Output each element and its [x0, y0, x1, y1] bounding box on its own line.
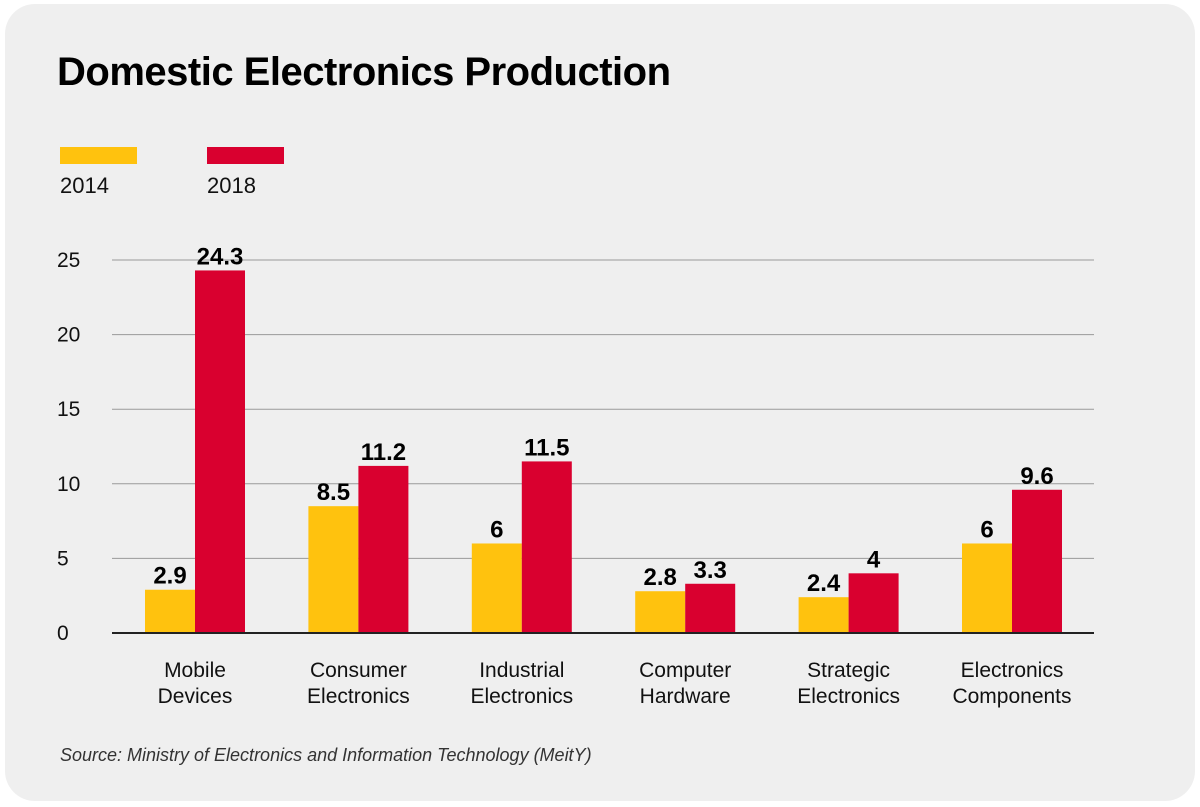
bar-2018-5 [1012, 489, 1062, 633]
data-label-2014-4: 2.4 [807, 570, 841, 597]
y-tick-label-0: 0 [57, 622, 69, 645]
x-tick-label-1: Consumer Electronics [307, 659, 410, 708]
bar-2014-5 [962, 543, 1012, 633]
x-tick-label-0: Mobile Devices [158, 659, 233, 708]
legend-item-2014: 2014 [60, 147, 137, 199]
data-label-2014-5: 6 [980, 516, 993, 543]
y-tick-label-20: 20 [57, 324, 80, 347]
data-label-2018-3: 3.3 [694, 557, 727, 584]
bar-2018-4 [848, 573, 899, 633]
bar-2018-2 [521, 461, 572, 633]
y-tick-label-25: 25 [57, 249, 80, 272]
legend-label-2014: 2014 [60, 173, 109, 198]
legend-label-2018: 2018 [207, 173, 256, 198]
data-label-2014-0: 2.9 [153, 563, 186, 590]
x-tick-label-2: Industrial Electronics [470, 659, 573, 708]
data-label-2018-2: 11.5 [524, 434, 569, 461]
source-note: Source: Ministry of Electronics and Info… [60, 745, 592, 765]
data-label-2018-1: 11.2 [361, 439, 406, 466]
x-tick-label-4: Strategic Electronics [797, 659, 900, 708]
legend-swatch-2014 [60, 147, 137, 164]
x-tick-label-3: Computer Hardware [639, 659, 731, 708]
legend-swatch-2018 [207, 147, 284, 164]
data-label-2018-0: 24.3 [197, 243, 244, 270]
bar-2014-2 [471, 543, 522, 633]
y-tick-label-15: 15 [57, 398, 80, 421]
data-label-2014-2: 6 [490, 516, 503, 543]
bar-2014-3 [635, 591, 686, 633]
bar-2014-4 [798, 597, 849, 633]
y-tick-label-5: 5 [57, 547, 69, 570]
bar-2018-3 [685, 583, 736, 633]
data-label-2018-4: 4 [867, 546, 881, 573]
bar-2014-1 [308, 506, 359, 633]
legend-item-2018: 2018 [207, 147, 284, 199]
data-label-2018-5: 9.6 [1020, 463, 1053, 490]
chart-title: Domestic Electronics Production [57, 50, 671, 94]
bar-2014-0 [145, 589, 195, 633]
x-tick-label-5: Electronics Components [952, 659, 1071, 708]
y-tick-label-10: 10 [57, 473, 80, 496]
bar-2018-0 [195, 270, 245, 633]
bar-2018-1 [358, 465, 409, 633]
data-label-2014-3: 2.8 [644, 564, 677, 591]
data-label-2014-1: 8.5 [317, 479, 350, 506]
